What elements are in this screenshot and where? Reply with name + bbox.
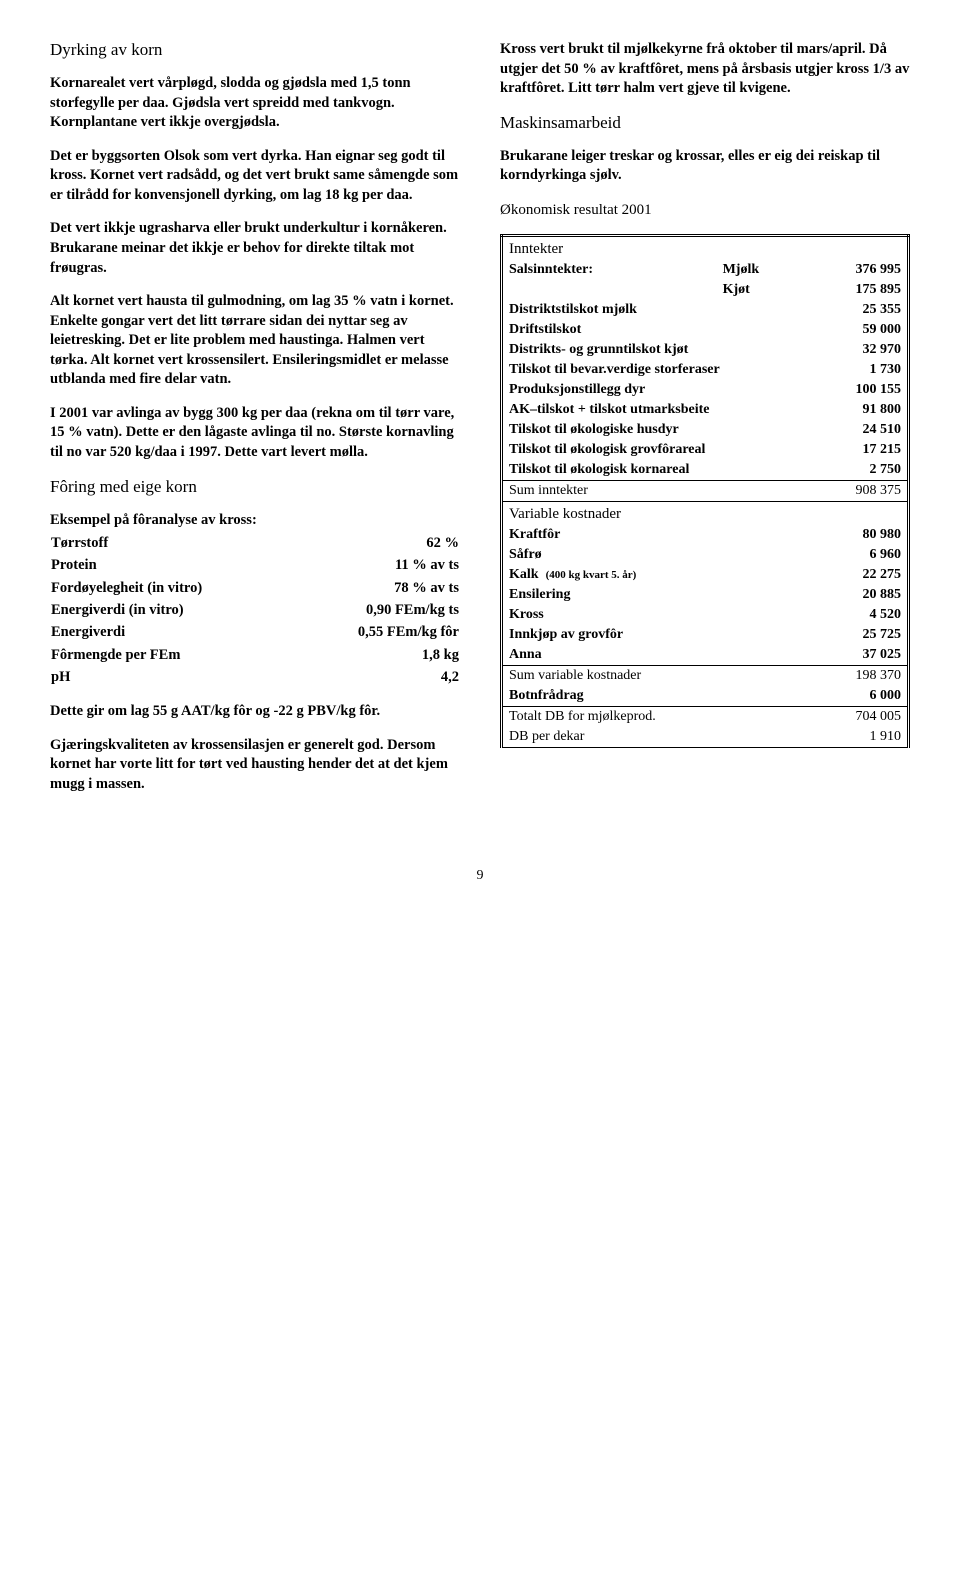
cell: 32 970 <box>824 340 909 360</box>
cell: Driftstilskot <box>502 320 824 340</box>
cell: 37 025 <box>824 645 909 666</box>
para: Det vert ikkje ugrasharva eller brukt un… <box>50 219 460 278</box>
analysis-value: 62 % <box>295 532 460 554</box>
analysis-table: Tørrstoff62 % Protein11 % av ts Fordøyel… <box>50 532 460 688</box>
left-column: Dyrking av korn Kornarealet vert vårpløg… <box>50 40 460 808</box>
sum-row: Sum inntekter <box>502 481 824 502</box>
analysis-label: pH <box>50 666 295 688</box>
cell: Såfrø <box>502 545 824 565</box>
cell: 22 275 <box>824 565 909 585</box>
sum-value: 908 375 <box>824 481 909 502</box>
analysis-value: 0,90 FEm/kg ts <box>295 599 460 621</box>
heading-maskin: Maskinsamarbeid <box>500 113 910 133</box>
cell: Kraftfôr <box>502 525 824 545</box>
cell: Innkjøp av grovfôr <box>502 625 824 645</box>
analysis-value: 11 % av ts <box>295 554 460 576</box>
cell: Distrikts- og grunntilskot kjøt <box>502 340 824 360</box>
table-section: Variable kostnader <box>502 502 909 526</box>
sum-value: 198 370 <box>824 666 909 687</box>
total-row: Totalt DB for mjølkeprod. <box>502 707 824 728</box>
para: Brukarane leiger treskar og krossar, ell… <box>500 147 910 186</box>
analysis-label: Energiverdi <box>50 621 295 643</box>
cell: Distriktstilskot mjølk <box>502 300 824 320</box>
table-section: Inntekter <box>502 236 909 261</box>
cell: 175 895 <box>824 280 909 300</box>
cell: 6 000 <box>824 686 909 707</box>
para: Det er byggsorten Olsok som vert dyrka. … <box>50 147 460 206</box>
cell: 4 520 <box>824 605 909 625</box>
heading-dyrking: Dyrking av korn <box>50 40 460 60</box>
cell: 2 750 <box>824 460 909 481</box>
cell: 24 510 <box>824 420 909 440</box>
cell: Anna <box>502 645 824 666</box>
analysis-value: 1,8 kg <box>295 644 460 666</box>
db-value: 1 910 <box>824 727 909 748</box>
cell: 91 800 <box>824 400 909 420</box>
para: Kross vert brukt til mjølkekyrne frå okt… <box>500 40 910 99</box>
cell: 100 155 <box>824 380 909 400</box>
db-row: DB per dekar <box>502 727 824 748</box>
para: Gjæringskvaliteten av krossensilasjen er… <box>50 736 460 795</box>
para: Alt kornet vert hausta til gulmodning, o… <box>50 292 460 390</box>
cell: 25 355 <box>824 300 909 320</box>
cell: Tilskot til bevar.verdige storferaser <box>502 360 824 380</box>
cell: 25 725 <box>824 625 909 645</box>
analysis-label: Fordøyelegheit (in vitro) <box>50 577 295 599</box>
cell: 17 215 <box>824 440 909 460</box>
sum-row: Sum variable kostnader <box>502 666 824 687</box>
cell: Botnfrådrag <box>502 686 824 707</box>
para: Kornarealet vert vårpløgd, slodda og gjø… <box>50 74 460 133</box>
analysis-value: 78 % av ts <box>295 577 460 599</box>
cell: Kross <box>502 605 824 625</box>
two-column-layout: Dyrking av korn Kornarealet vert vårpløg… <box>50 40 910 808</box>
para: Dette gir om lag 55 g AAT/kg fôr og -22 … <box>50 702 460 722</box>
cell: Kjøt <box>717 280 824 300</box>
analysis-label: Energiverdi (in vitro) <box>50 599 295 621</box>
cell: 376 995 <box>824 260 909 280</box>
cell: 6 960 <box>824 545 909 565</box>
analysis-value: 0,55 FEm/kg fôr <box>295 621 460 643</box>
right-column: Kross vert brukt til mjølkekyrne frå okt… <box>500 40 910 808</box>
cell: Tilskot til økologisk kornareal <box>502 460 824 481</box>
analysis-value: 4,2 <box>295 666 460 688</box>
economics-table: Inntekter Salsinntekter:Mjølk376 995 Kjø… <box>500 234 910 748</box>
total-value: 704 005 <box>824 707 909 728</box>
heading-foring: Fôring med eige korn <box>50 477 460 497</box>
page-number: 9 <box>50 868 910 884</box>
cell: Produksjonstillegg dyr <box>502 380 824 400</box>
cell: 59 000 <box>824 320 909 340</box>
cell: Mjølk <box>717 260 824 280</box>
cell: Tilskot til økologisk grovfôrareal <box>502 440 824 460</box>
heading-okonomisk: Økonomisk resultat 2001 <box>500 200 910 220</box>
analysis-label: Tørrstoff <box>50 532 295 554</box>
analysis-intro: Eksempel på fôranalyse av kross: <box>50 511 460 531</box>
cell: Tilskot til økologiske husdyr <box>502 420 824 440</box>
cell: Ensilering <box>502 585 824 605</box>
cell: AK–tilskot + tilskot utmarksbeite <box>502 400 824 420</box>
cell: Kalk (400 kg kvart 5. år) <box>502 565 824 585</box>
analysis-label: Protein <box>50 554 295 576</box>
cell: Salsinntekter: <box>502 260 717 280</box>
para: I 2001 var avlinga av bygg 300 kg per da… <box>50 404 460 463</box>
analysis-label: Fôrmengde per FEm <box>50 644 295 666</box>
cell: 20 885 <box>824 585 909 605</box>
cell: 1 730 <box>824 360 909 380</box>
cell: 80 980 <box>824 525 909 545</box>
